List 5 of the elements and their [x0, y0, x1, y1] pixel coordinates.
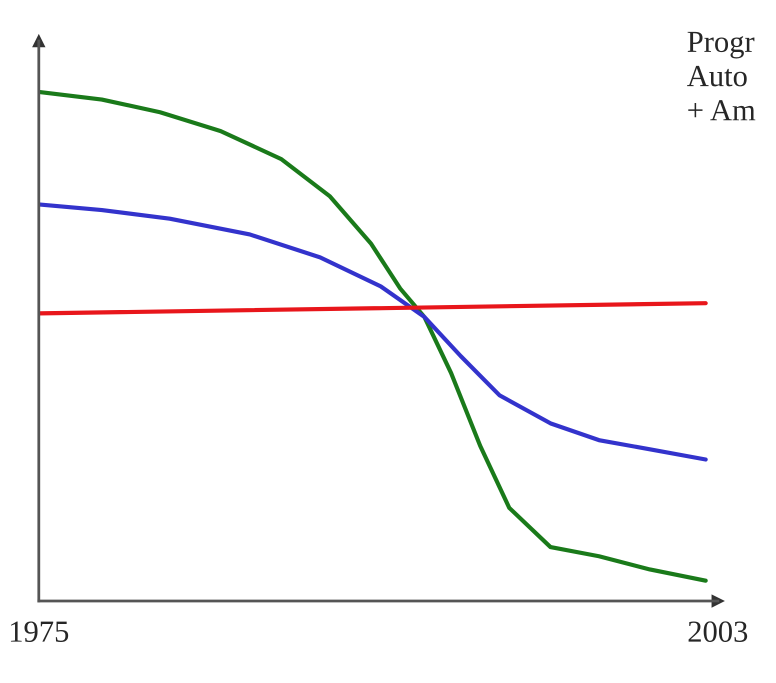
x-tick-label: 2003 — [688, 621, 748, 642]
text: Auto — [687, 66, 747, 86]
x-tick-label: 1975 — [10, 621, 68, 642]
annotation: + Am — [688, 100, 756, 120]
text: Progr — [688, 32, 754, 58]
